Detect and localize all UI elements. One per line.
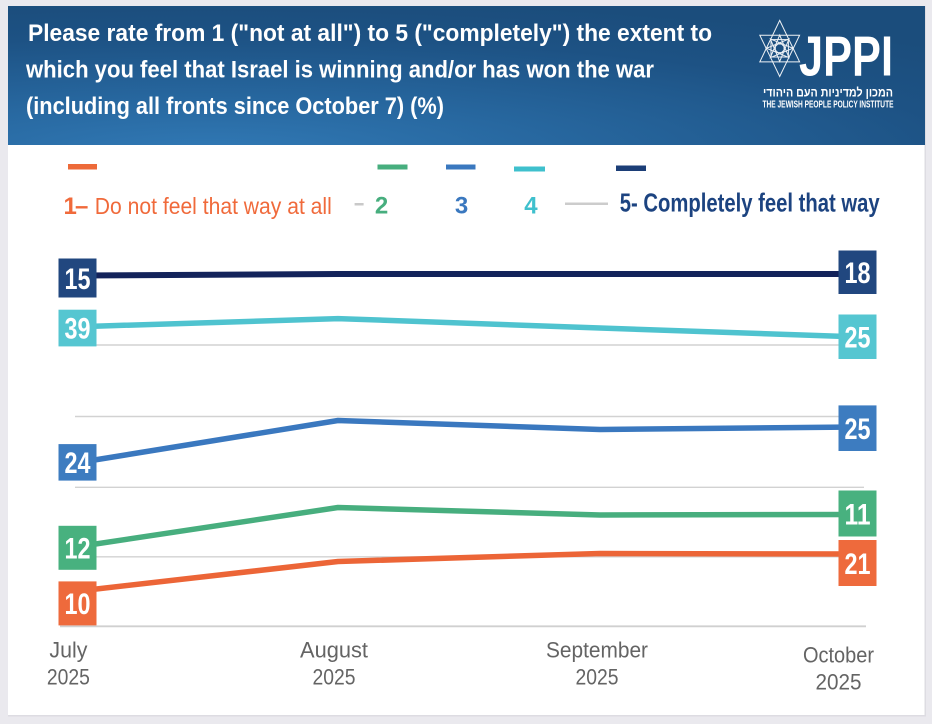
svg-text:2025: 2025 <box>313 665 356 690</box>
svg-text:39: 39 <box>65 313 91 346</box>
svg-text:4: 4 <box>524 193 538 220</box>
svg-text:24: 24 <box>65 447 91 480</box>
svg-text:12: 12 <box>65 533 91 566</box>
svg-text:2025: 2025 <box>816 670 862 695</box>
svg-text:5- Completely feel that way: 5- Completely feel that way <box>620 188 880 218</box>
svg-text:1: 1 <box>64 193 77 220</box>
svg-text:15: 15 <box>65 263 91 296</box>
svg-text:July: July <box>49 637 87 662</box>
svg-text:2: 2 <box>375 193 388 220</box>
svg-text:המכון למדיניות העם היהודי: המכון למדיניות העם היהודי <box>763 86 893 100</box>
svg-text:25: 25 <box>845 322 871 355</box>
svg-text:Do not feel that way at all: Do not feel that way at all <box>95 193 332 219</box>
svg-text:JPPI: JPPI <box>799 25 893 89</box>
svg-text:October: October <box>803 642 874 667</box>
svg-text:3: 3 <box>455 193 468 220</box>
svg-text:–: – <box>75 193 88 220</box>
svg-text:2025: 2025 <box>47 665 90 690</box>
svg-text:August: August <box>300 637 368 662</box>
svg-text:Please rate from 1 ("not at al: Please rate from 1 ("not at all") to 5 (… <box>28 20 712 47</box>
svg-text:2025: 2025 <box>576 665 619 690</box>
svg-text:which you feel that Israel is: which you feel that Israel is winning an… <box>25 57 654 84</box>
svg-text:18: 18 <box>845 257 871 290</box>
svg-text:(including all fronts since Oc: (including all fronts since October 7) (… <box>26 93 444 120</box>
svg-text:25: 25 <box>845 413 871 446</box>
svg-text:THE JEWISH PEOPLE POLICY INSTI: THE JEWISH PEOPLE POLICY INSTITUTE <box>763 99 894 110</box>
svg-text:11: 11 <box>845 498 871 531</box>
svg-text:10: 10 <box>65 588 91 621</box>
svg-text:21: 21 <box>845 548 871 581</box>
svg-text:September: September <box>546 637 648 662</box>
